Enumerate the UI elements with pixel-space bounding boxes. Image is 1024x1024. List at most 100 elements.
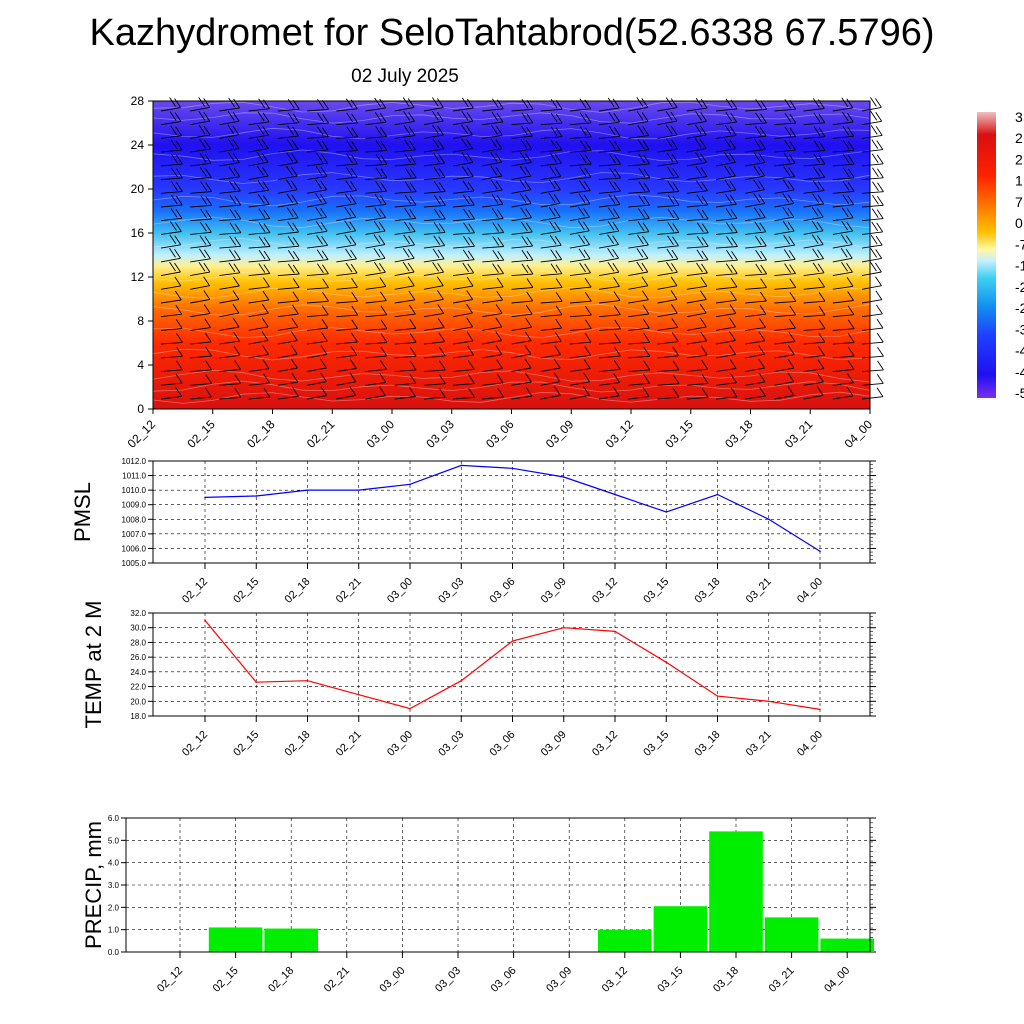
contour-line <box>152 149 871 162</box>
wind-barb <box>745 291 767 304</box>
wind-barb <box>774 249 796 263</box>
pmsl-point <box>255 495 258 497</box>
wind-barb <box>394 167 417 181</box>
wind-barb <box>628 234 649 249</box>
wind-barb <box>599 234 619 249</box>
wind-barb <box>423 304 445 318</box>
wind-barb <box>686 317 707 331</box>
wind-barb <box>511 304 533 318</box>
wind-barb <box>599 207 620 222</box>
xtick-label: 03_15 <box>655 965 685 995</box>
wind-barb <box>745 386 766 400</box>
wind-barb <box>511 193 532 208</box>
xtick-label: 03_03 <box>433 965 463 995</box>
heatmap-xtick-label: 02_12 <box>125 417 159 451</box>
wind-barb <box>569 319 592 331</box>
wind-barb <box>277 235 300 249</box>
wind-barb <box>686 236 709 249</box>
wind-barb <box>832 111 854 126</box>
pmsl-point <box>306 489 309 491</box>
wind-barb <box>540 220 561 235</box>
wind-barb <box>394 347 417 359</box>
xtick-label: 02_15 <box>231 729 261 759</box>
wind-barb <box>774 153 796 167</box>
wind-barb <box>540 358 561 373</box>
wind-barb <box>628 276 649 290</box>
wind-barb <box>423 387 446 400</box>
wind-barb <box>628 153 650 167</box>
wind-barb <box>423 181 446 194</box>
wind-barb <box>686 138 707 153</box>
wind-barb <box>628 208 650 222</box>
wind-barb <box>190 360 213 373</box>
wind-barb <box>482 387 504 400</box>
wind-barb <box>540 278 563 290</box>
wind-barb <box>306 278 329 290</box>
colorbar-label: -2 <box>1015 300 1024 316</box>
wind-barb <box>774 126 797 139</box>
wind-barb <box>774 278 797 290</box>
wind-barb <box>715 249 738 263</box>
wind-barb <box>423 318 445 331</box>
xtick-label: 03_18 <box>711 965 741 995</box>
wind-barb <box>219 124 240 139</box>
wind-barb <box>277 165 298 181</box>
wind-barb <box>628 221 650 235</box>
wind-barb <box>511 139 533 153</box>
wind-barb <box>803 167 826 181</box>
wind-barb <box>453 331 474 345</box>
wind-barb <box>336 234 357 249</box>
wind-barb <box>774 318 796 331</box>
wind-barb <box>774 358 795 373</box>
wind-barb <box>482 208 504 222</box>
wind-barb <box>277 344 298 359</box>
wind-barb <box>745 139 767 153</box>
wind-barb <box>160 347 183 359</box>
wind-barb <box>482 179 503 194</box>
wind-barb <box>540 126 563 139</box>
wind-barb <box>861 111 883 126</box>
heatmap-xtick-label: 03_09 <box>543 417 577 451</box>
wind-barb <box>248 345 269 359</box>
wind-barb <box>745 249 767 263</box>
wind-barb <box>774 220 795 235</box>
wind-barb <box>423 374 446 386</box>
wind-barb <box>277 193 299 208</box>
temp-point <box>819 708 821 711</box>
wind-barb <box>306 386 328 400</box>
precip-bar <box>764 917 819 952</box>
ytick-label: 24.0 <box>130 668 146 677</box>
wind-barb <box>569 248 591 263</box>
wind-barb <box>423 360 446 373</box>
wind-barb <box>277 304 299 318</box>
wind-barb <box>628 318 650 331</box>
wind-barb <box>336 220 357 235</box>
wind-barb <box>423 152 445 167</box>
wind-barb <box>365 180 387 194</box>
wind-barb <box>423 235 446 249</box>
xtick-label: 03_09 <box>544 965 574 995</box>
wind-barb <box>394 234 415 249</box>
wind-barb <box>657 138 678 153</box>
wind-barb <box>832 220 854 235</box>
wind-barb <box>540 318 563 331</box>
wind-barb <box>482 125 503 139</box>
xtick-label: 03_12 <box>590 729 620 759</box>
wind-barb <box>745 125 767 139</box>
wind-barb <box>306 179 327 194</box>
wind-barb <box>394 261 415 277</box>
wind-barb <box>482 194 504 208</box>
wind-barb <box>453 222 475 235</box>
wind-barb <box>657 374 680 386</box>
wind-barb <box>628 346 651 359</box>
precip-bar <box>820 938 874 952</box>
wind-barb <box>774 372 795 386</box>
wind-barb <box>453 262 475 277</box>
y-axis-title: PRECIP, mm <box>81 821 106 949</box>
wind-barb <box>686 111 707 126</box>
wind-barb <box>599 261 620 277</box>
ytick-label: 22.0 <box>130 683 146 692</box>
wind-barb <box>569 153 592 167</box>
temp-point <box>306 679 309 682</box>
wind-barb <box>365 262 386 277</box>
